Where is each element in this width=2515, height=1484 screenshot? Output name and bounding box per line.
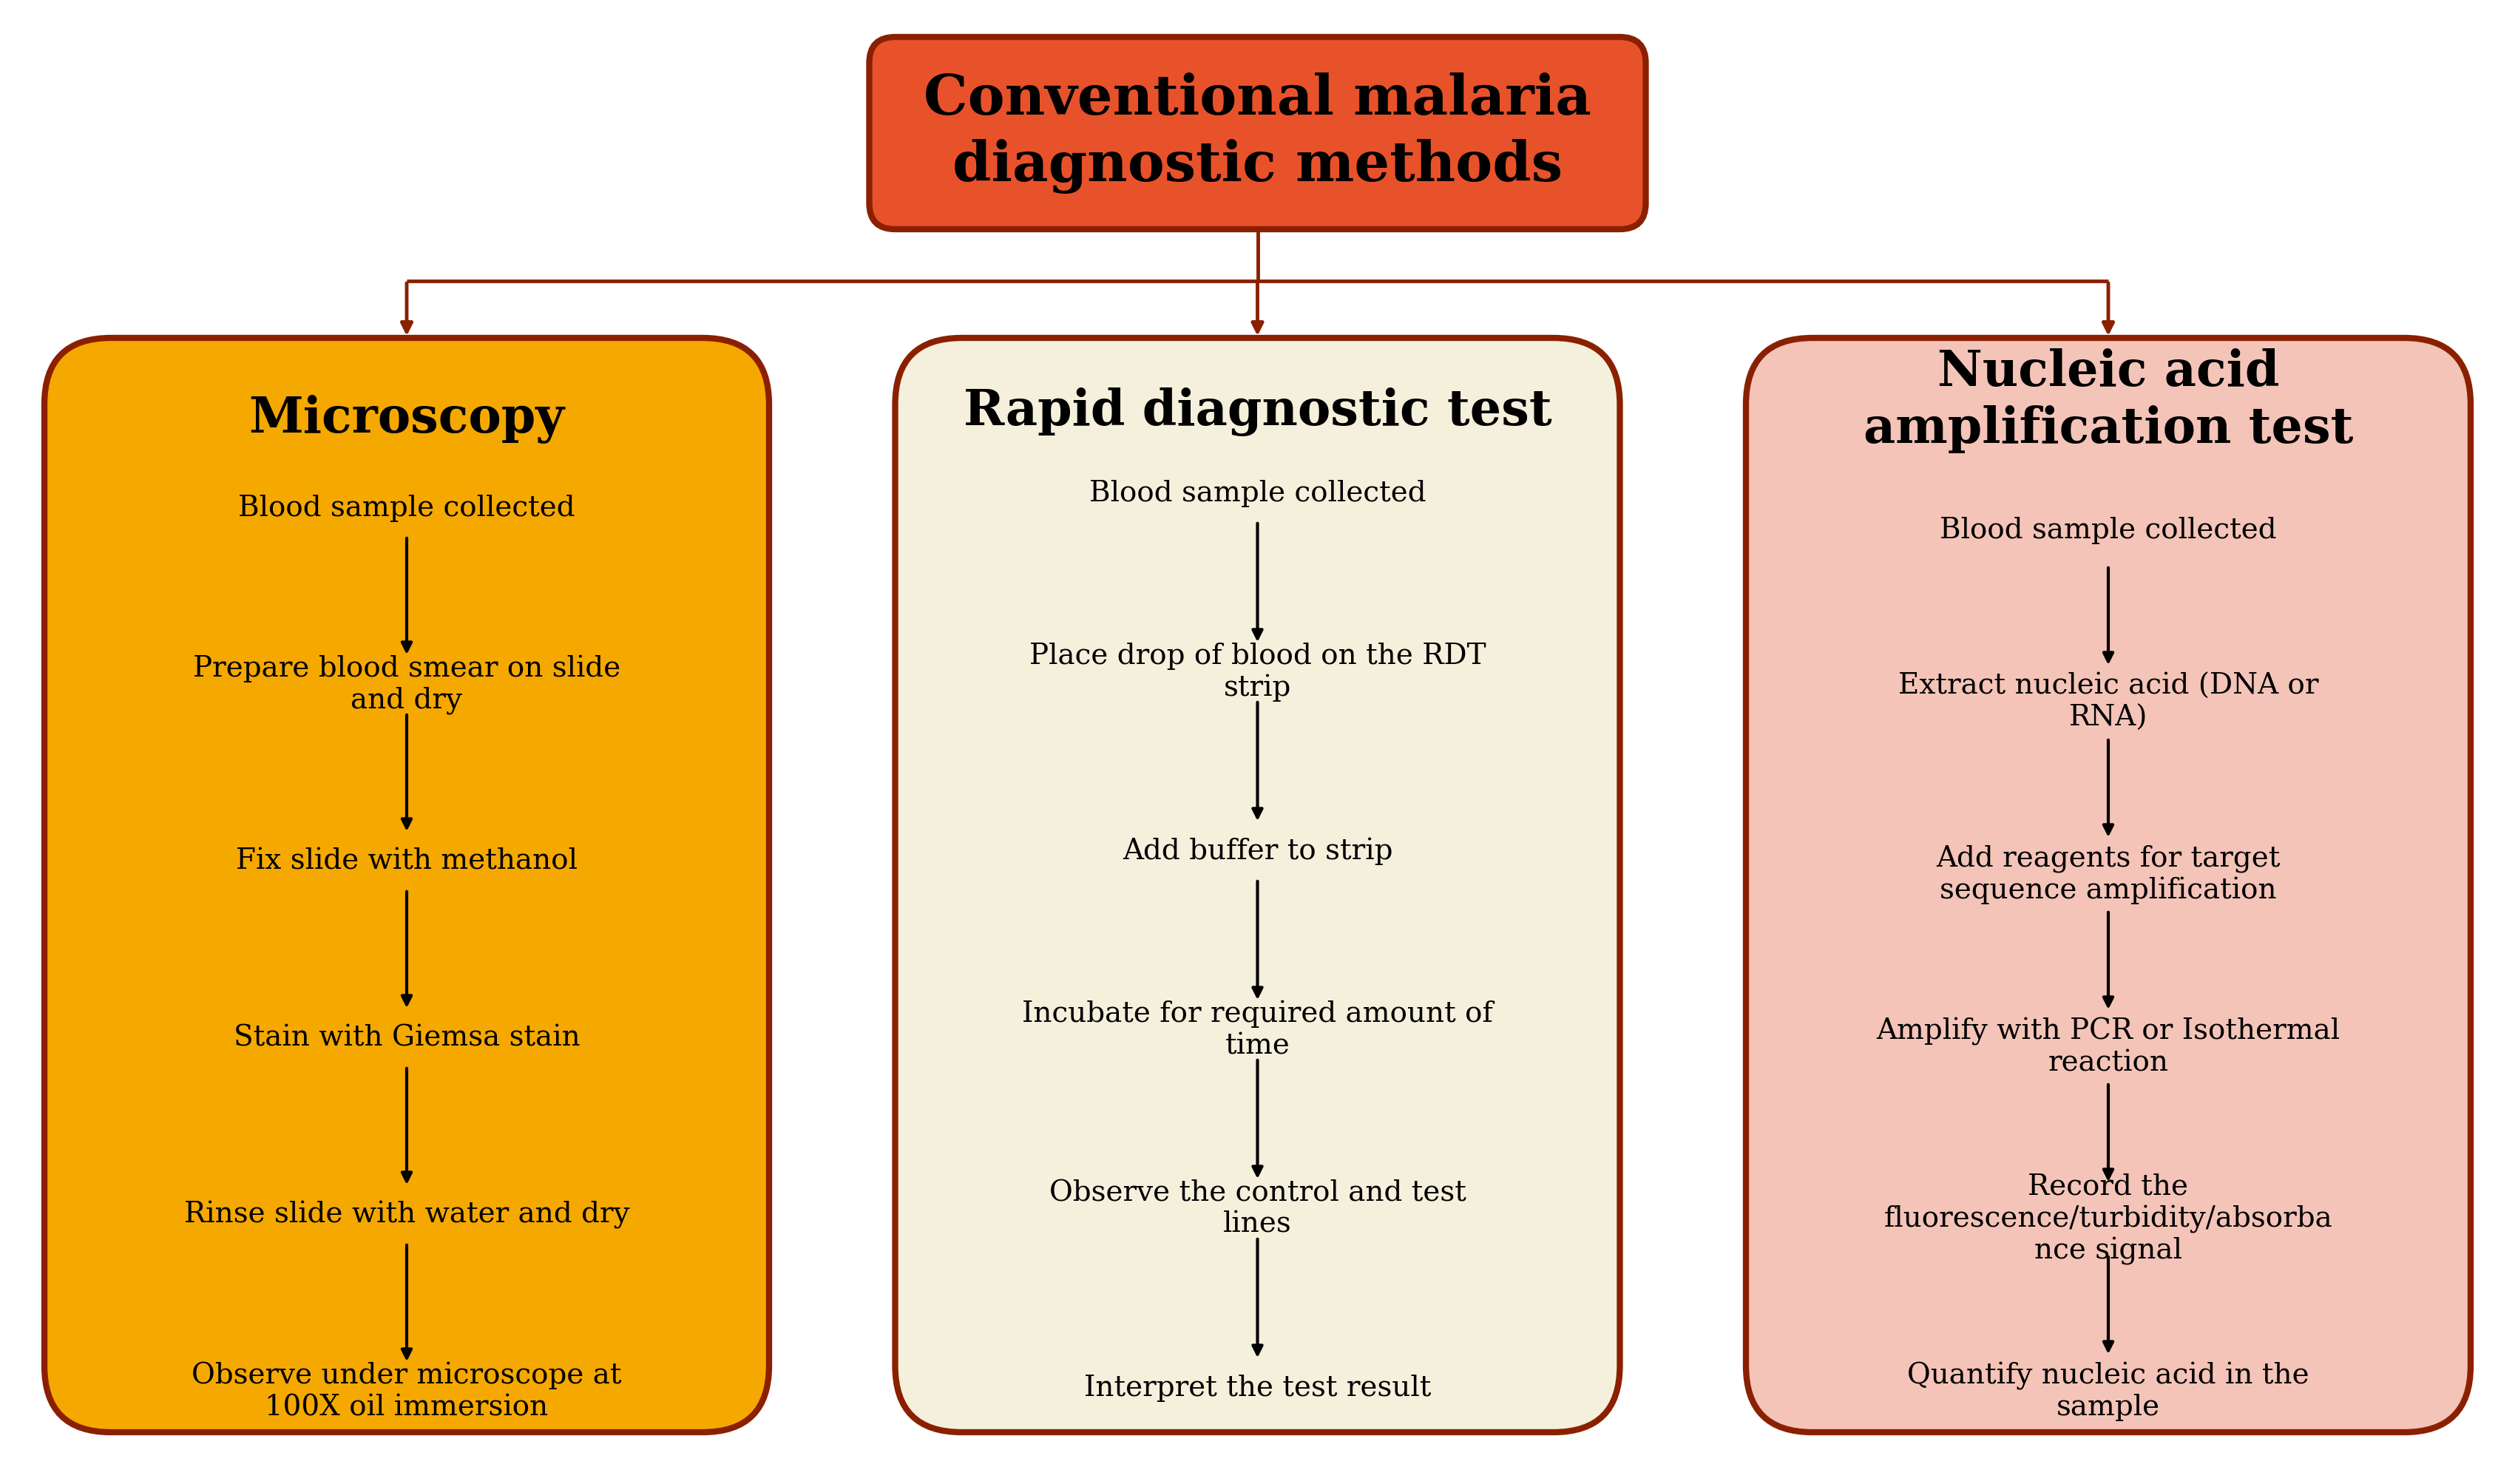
FancyBboxPatch shape (45, 338, 770, 1432)
Text: Nucleic acid
amplification test: Nucleic acid amplification test (1864, 347, 2354, 454)
Text: Prepare blood smear on slide
and dry: Prepare blood smear on slide and dry (194, 654, 621, 715)
Text: Conventional malaria
diagnostic methods: Conventional malaria diagnostic methods (923, 73, 1592, 194)
Text: Blood sample collected: Blood sample collected (1939, 516, 2276, 543)
Text: Quantify nucleic acid in the
sample: Quantify nucleic acid in the sample (1906, 1362, 2309, 1422)
FancyBboxPatch shape (870, 37, 1645, 229)
Text: Interpret the test result: Interpret the test result (1084, 1374, 1431, 1401)
Text: Amplify with PCR or Isothermal
reaction: Amplify with PCR or Isothermal reaction (1876, 1017, 2339, 1077)
Text: Add reagents for target
sequence amplification: Add reagents for target sequence amplifi… (1937, 844, 2281, 905)
Text: Record the
fluorescence/turbidity/absorba
nce signal: Record the fluorescence/turbidity/absorb… (1884, 1174, 2331, 1266)
Text: Stain with Giemsa stain: Stain with Giemsa stain (234, 1024, 581, 1052)
Text: Observe the control and test
lines: Observe the control and test lines (1049, 1180, 1466, 1239)
Text: Blood sample collected: Blood sample collected (1089, 479, 1426, 508)
Text: Extract nucleic acid (DNA or
RNA): Extract nucleic acid (DNA or RNA) (1899, 672, 2319, 732)
Text: Incubate for required amount of
time: Incubate for required amount of time (1021, 1000, 1494, 1060)
Text: Observe under microscope at
100X oil immersion: Observe under microscope at 100X oil imm… (191, 1362, 621, 1422)
Text: Place drop of blood on the RDT
strip: Place drop of blood on the RDT strip (1029, 643, 1486, 702)
Text: Add buffer to strip: Add buffer to strip (1122, 837, 1393, 865)
Text: Blood sample collected: Blood sample collected (239, 494, 576, 522)
FancyBboxPatch shape (895, 338, 1620, 1432)
Text: Fix slide with methanol: Fix slide with methanol (236, 847, 578, 876)
Text: Rinse slide with water and dry: Rinse slide with water and dry (184, 1201, 629, 1229)
FancyBboxPatch shape (1745, 338, 2470, 1432)
Text: Microscopy: Microscopy (249, 395, 563, 444)
Text: Rapid diagnostic test: Rapid diagnostic test (963, 387, 1552, 436)
